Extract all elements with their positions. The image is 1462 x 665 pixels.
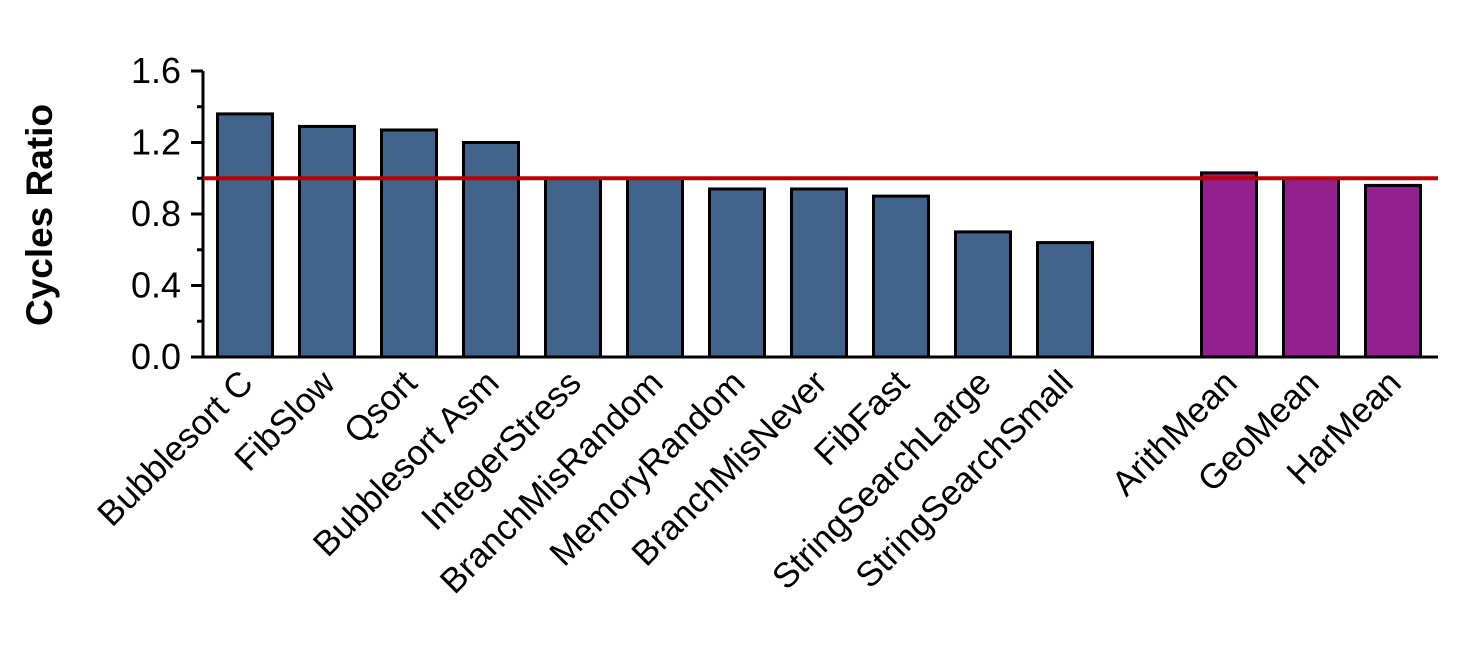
bar-integerstress [544, 176, 602, 359]
bar-memoryrandom [708, 187, 766, 359]
y-tick-label: 1.2 [131, 122, 181, 163]
y-tick-label: 1.6 [131, 50, 181, 91]
bar-qsort [380, 128, 438, 359]
bar-stringsearchsmall [1036, 241, 1094, 359]
bars [216, 112, 1422, 359]
bar-branchmisrandom [626, 176, 684, 359]
bar-bubblesort-c [216, 112, 274, 359]
bar-geomean [1282, 176, 1340, 359]
bar-fibfast [872, 194, 930, 359]
bar-fibslow [298, 124, 356, 359]
bar-arithmean [1200, 171, 1258, 359]
y-axis-title: Cycles Ratio [19, 104, 60, 326]
y-axis-ticks: 0.0 0.4 0.8 1.2 1.6 [131, 50, 203, 377]
y-tick-label: 0.8 [131, 193, 181, 234]
bar-bubblesort-asm [462, 141, 520, 359]
y-tick-label: 0.0 [131, 336, 181, 377]
bar-stringsearchlarge [954, 230, 1012, 359]
bar-branchmisnever [790, 187, 848, 359]
bar-harmean [1364, 183, 1422, 359]
y-tick-label: 0.4 [131, 265, 181, 306]
